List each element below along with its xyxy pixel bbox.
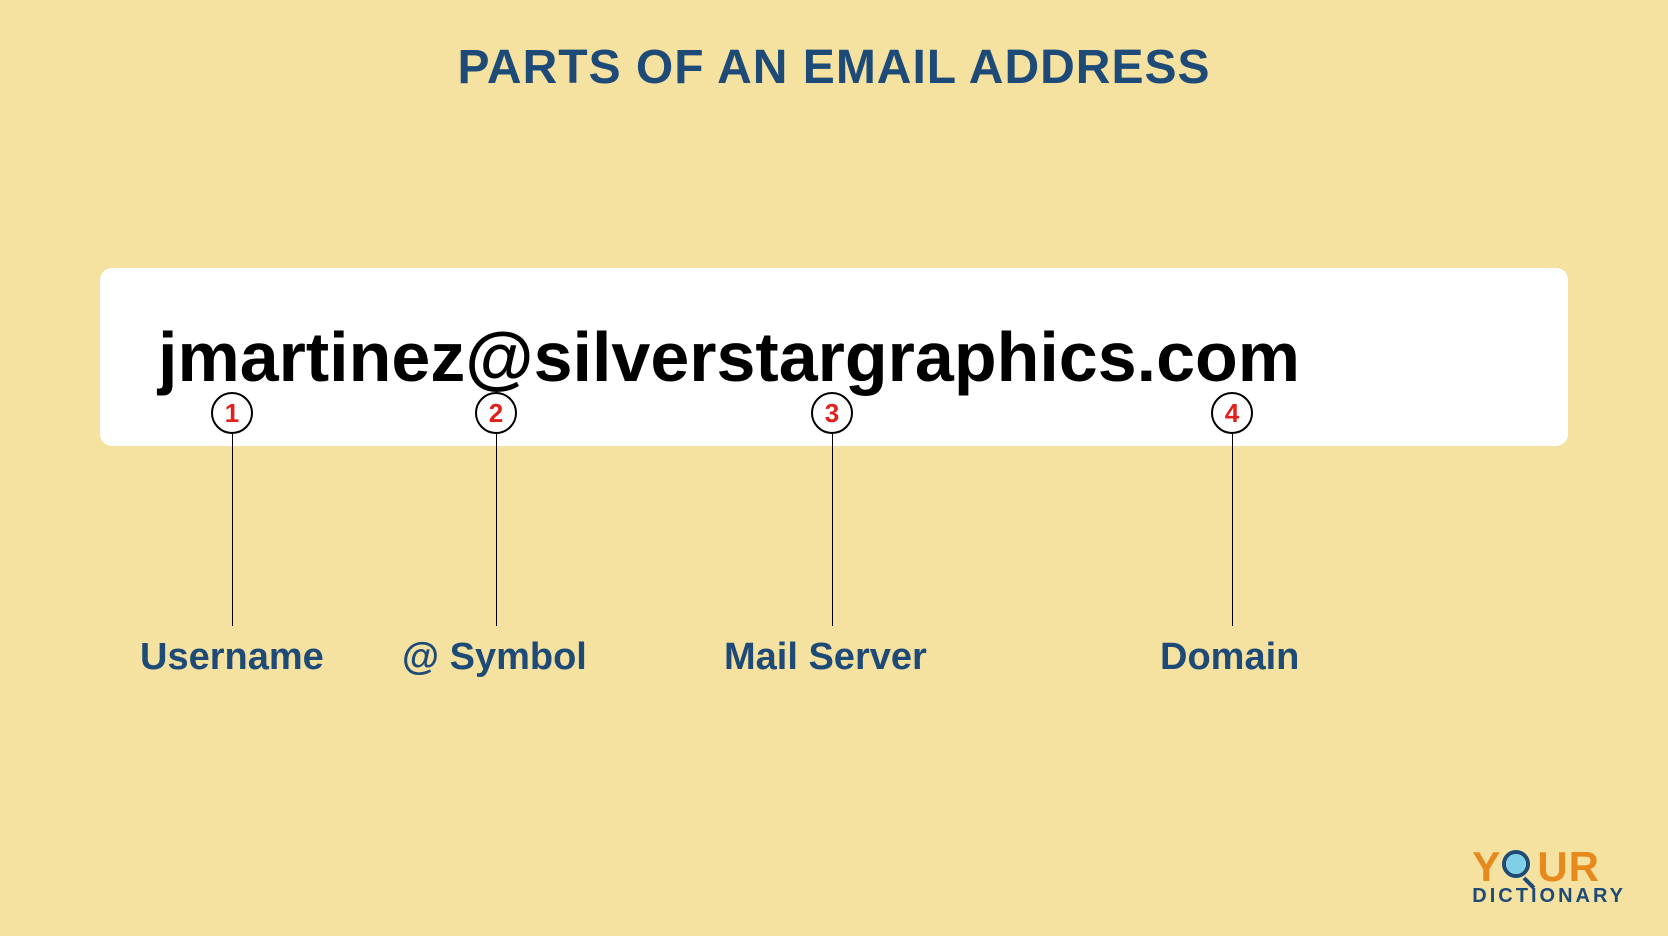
logo-letters-ur: UR: [1537, 846, 1600, 888]
logo-letter-y: Y: [1472, 846, 1501, 888]
part-label-4: Domain: [1160, 636, 1299, 679]
marker-circle-1: 1: [211, 392, 253, 434]
page-title: PARTS OF AN EMAIL ADDRESS: [0, 40, 1668, 95]
leader-line-3: [832, 434, 833, 626]
leader-line-4: [1232, 434, 1233, 626]
marker-circle-3: 3: [811, 392, 853, 434]
email-address-text: jmartinez@silverstargraphics.com: [158, 317, 1300, 397]
part-label-2: @ Symbol: [402, 636, 587, 679]
leader-line-2: [496, 434, 497, 626]
part-label-1: Username: [140, 636, 324, 679]
marker-circle-2: 2: [475, 392, 517, 434]
marker-circle-4: 4: [1211, 392, 1253, 434]
logo-bottom-row: DICTIONARY: [1472, 886, 1626, 906]
logo-top-row: Y UR: [1472, 846, 1626, 888]
magnifier-icon: [1502, 850, 1536, 884]
part-label-3: Mail Server: [724, 636, 927, 679]
leader-line-1: [232, 434, 233, 626]
background: [0, 0, 1668, 936]
brand-logo: Y UR DICTIONARY: [1472, 846, 1626, 906]
